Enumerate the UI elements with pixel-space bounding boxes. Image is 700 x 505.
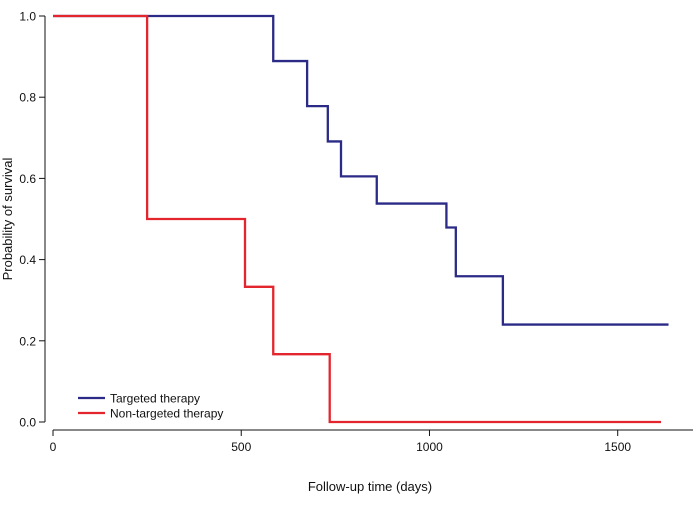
series-line-non-targeted [53,14,661,424]
x-tick-label: 500 [231,440,251,454]
legend-label: Non-targeted therapy [110,407,223,421]
y-axis-label: Probability of survival [0,157,15,280]
x-tick-label: 1500 [604,440,631,454]
axes: 0.0 0.2 0.4 0.6 0.8 1.0 0 500 1000 1500 [19,10,693,454]
series-lines [53,14,669,424]
series-line-targeted [53,14,669,326]
x-axis-label: Follow-up time (days) [308,479,432,494]
legend-label: Targeted therapy [110,392,200,406]
y-tick-label: 0.4 [19,253,36,267]
y-tick-label: 0.6 [19,172,36,186]
x-tick-label: 0 [50,440,57,454]
y-tick-label: 0.8 [19,91,36,105]
y-tick-label: 1.0 [19,10,36,24]
y-tick-label: 0.0 [19,416,36,430]
y-tick-label: 0.2 [19,334,36,348]
x-tick-label: 1000 [416,440,443,454]
